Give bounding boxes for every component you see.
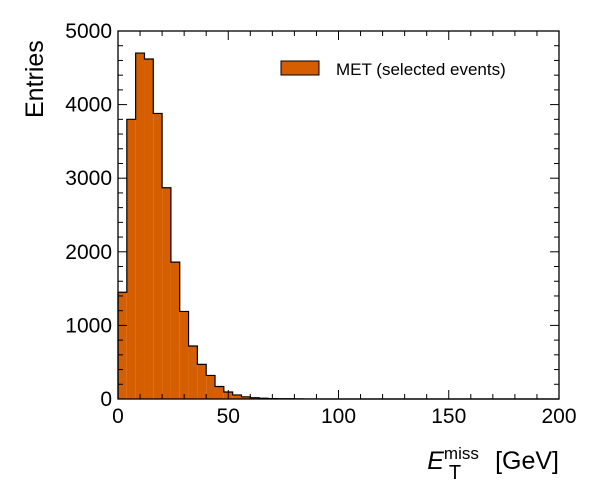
legend: MET (selected events) [280, 60, 506, 79]
y-tick-labels: 0 1000 2000 3000 4000 5000 [65, 20, 112, 411]
legend-swatch [280, 60, 320, 76]
histogram-bars [118, 53, 321, 400]
histogram-bar [126, 119, 136, 399]
x-axis-superscript: miss [444, 444, 479, 463]
histogram-bar [118, 292, 127, 399]
histogram-bar [144, 58, 154, 400]
x-axis-title: Emiss T [GeV] [427, 444, 559, 484]
x-tick-label: 150 [431, 405, 466, 428]
histogram-bar [153, 113, 163, 399]
x-tick-label: 50 [217, 405, 240, 428]
y-axis-title: Entries [21, 40, 49, 118]
legend-label: MET (selected events) [336, 60, 506, 79]
histogram-bar [135, 53, 145, 399]
histogram-bar [188, 346, 198, 399]
y-tick-label: 4000 [65, 94, 112, 117]
histogram-bar [170, 262, 180, 399]
plot-frame [117, 30, 560, 400]
y-tick-label: 3000 [65, 167, 112, 190]
histogram-bar [162, 187, 171, 399]
y-tick-label: 0 [100, 388, 112, 411]
histogram-bar [215, 386, 224, 399]
x-tick-label: 200 [541, 405, 576, 428]
x-axis-unit: [GeV] [495, 447, 559, 475]
histogram-bar [241, 396, 251, 399]
y-tick-label: 2000 [65, 241, 112, 264]
y-tick-label: 5000 [65, 20, 112, 43]
histogram-bar [179, 311, 189, 399]
x-axis-subscript: T [449, 462, 461, 484]
x-axis-symbol: E [427, 447, 444, 475]
histogram-bar [250, 397, 260, 399]
histogram-bar [232, 394, 242, 399]
x-tick-labels: 0 50 100 150 200 [112, 405, 576, 428]
y-tick-label: 1000 [65, 314, 112, 337]
x-tick-label: 0 [112, 405, 124, 428]
x-tick-label: 100 [321, 405, 356, 428]
histogram-bar [206, 375, 216, 399]
histogram-bar [197, 364, 207, 399]
